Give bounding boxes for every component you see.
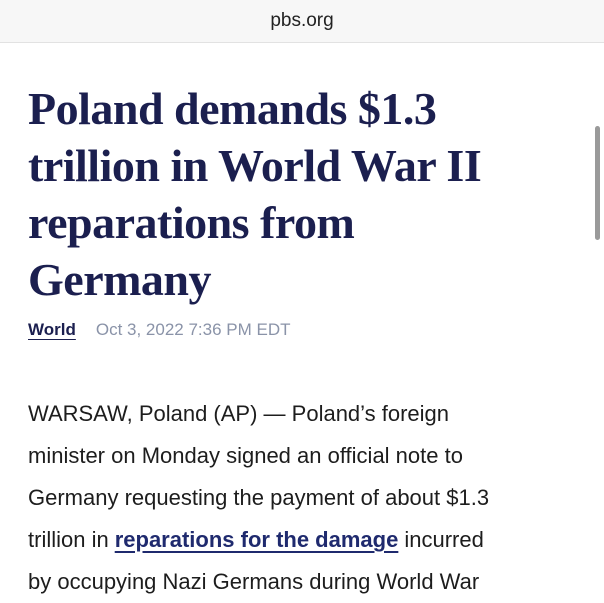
- date: Oct 3, 2022 7:36 PM EDT: [95, 320, 291, 339]
- body-link[interactable]: reparations for the damage: [114, 527, 399, 552]
- headline-line: Poland demands $1.3: [28, 83, 437, 134]
- body-line: Germany requesting the payment of about …: [28, 485, 490, 510]
- body-text: trillion in: [28, 527, 109, 552]
- section-link[interactable]: World: [28, 320, 76, 339]
- headline: Poland demands $1.3 trillion in World Wa…: [28, 80, 482, 308]
- url: pbs.org: [270, 10, 334, 31]
- scrollbar: [595, 126, 600, 240]
- article-body: WARSAW, Poland (AP) — Poland’s foreign m…: [28, 393, 489, 603]
- meta: World Oct 3, 2022 7:36 PM EDT: [28, 320, 291, 340]
- body-line: minister on Monday signed an official no…: [28, 443, 463, 468]
- address-bar[interactable]: pbs.org: [0, 0, 604, 43]
- body-text: incurred: [404, 527, 484, 552]
- body-line: by occupying Nazi Germans during World W…: [28, 569, 480, 594]
- headline-line: reparations from: [28, 197, 355, 248]
- body-line: trillion in reparations for the damage inc…: [28, 519, 489, 561]
- headline-line: Germany: [28, 254, 212, 305]
- headline-line: trillion in World War II: [28, 140, 482, 191]
- body-line: WARSAW, Poland (AP) — Poland’s foreign: [28, 401, 450, 426]
